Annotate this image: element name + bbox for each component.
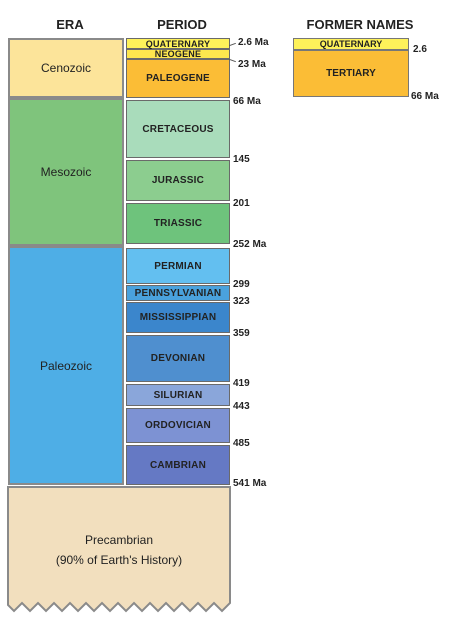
era-precambrian-shape	[7, 486, 231, 613]
boundary-485: 485	[233, 438, 250, 449]
period-silurian: SILURIAN	[126, 384, 230, 406]
period-pennsylvanian-label: PENNSYLVANIAN	[134, 287, 222, 299]
period-cambrian-label: CAMBRIAN	[149, 459, 207, 471]
period-devonian: DEVONIAN	[126, 335, 230, 382]
boundary-2-6-ma: 2.6 Ma	[238, 37, 269, 48]
era-header: ERA	[56, 17, 84, 32]
era-precambrian-label: Precambrian	[84, 533, 154, 547]
former-names-header: FORMER NAMES	[306, 17, 414, 32]
period-ordovician-label: ORDOVICIAN	[145, 420, 211, 431]
period-quaternary: QUATERNARY	[126, 38, 230, 49]
era-paleozoic-label: Paleozoic	[39, 358, 93, 373]
boundary-443: 443	[233, 401, 250, 412]
period-devonian-label: DEVONIAN	[150, 353, 206, 364]
period-neogene-label: NEOGENE	[154, 49, 202, 59]
tick-2-6	[229, 42, 236, 47]
period-triassic: TRIASSIC	[126, 203, 230, 244]
era-precambrian-note: (90% of Earth's History)	[55, 553, 183, 567]
period-permian-label: PERMIAN	[154, 260, 202, 272]
boundary-201: 201	[233, 198, 250, 209]
boundary-145: 145	[233, 154, 250, 165]
era-cenozoic-label: Cenozoic	[40, 61, 92, 75]
boundary-419: 419	[233, 378, 250, 389]
boundary-323: 323	[233, 296, 250, 307]
period-cambrian: CAMBRIAN	[126, 445, 230, 485]
period-silurian-label: SILURIAN	[153, 389, 203, 401]
boundary-252-ma: 252 Ma	[233, 239, 267, 250]
former-tertiary: TERTIARY	[293, 50, 409, 97]
period-jurassic: JURASSIC	[126, 160, 230, 201]
former-boundary-66-ma: 66 Ma	[411, 91, 439, 102]
tick-23	[229, 58, 236, 63]
boundary-359: 359	[233, 328, 250, 339]
period-quaternary-label: QUATERNARY	[145, 38, 211, 49]
boundary-66-ma: 66 Ma	[233, 96, 261, 107]
former-quaternary: QUATERNARY	[293, 38, 409, 50]
period-mississippian-label: MISSISSIPPIAN	[139, 312, 217, 323]
period-jurassic-label: JURASSIC	[151, 175, 205, 186]
boundary-299: 299	[233, 279, 250, 290]
former-quaternary-label: QUATERNARY	[319, 39, 383, 49]
period-cretaceous: CRETACEOUS	[126, 100, 230, 158]
former-tertiary-label: TERTIARY	[326, 68, 376, 79]
era-precambrian: Precambrian (90% of Earth's History)	[8, 525, 230, 575]
period-paleogene-label: PALEOGENE	[146, 73, 210, 84]
era-mesozoic-label: Mesozoic	[40, 165, 92, 179]
era-mesozoic: Mesozoic	[8, 98, 124, 246]
period-paleogene: PALEOGENE	[126, 59, 230, 98]
period-header: PERIOD	[157, 17, 207, 32]
boundary-541-ma: 541 Ma	[233, 478, 267, 489]
former-boundary-2-6: 2.6	[413, 44, 427, 55]
period-permian: PERMIAN	[126, 248, 230, 284]
period-ordovician: ORDOVICIAN	[126, 408, 230, 443]
era-paleozoic: Paleozoic	[8, 246, 124, 485]
period-mississippian: MISSISSIPPIAN	[126, 302, 230, 333]
era-cenozoic: Cenozoic	[8, 38, 124, 98]
period-pennsylvanian: PENNSYLVANIAN	[126, 285, 230, 301]
period-cretaceous-label: CRETACEOUS	[142, 123, 214, 135]
period-neogene: NEOGENE	[126, 49, 230, 59]
boundary-23-ma: 23 Ma	[238, 59, 266, 70]
period-triassic-label: TRIASSIC	[153, 218, 203, 229]
